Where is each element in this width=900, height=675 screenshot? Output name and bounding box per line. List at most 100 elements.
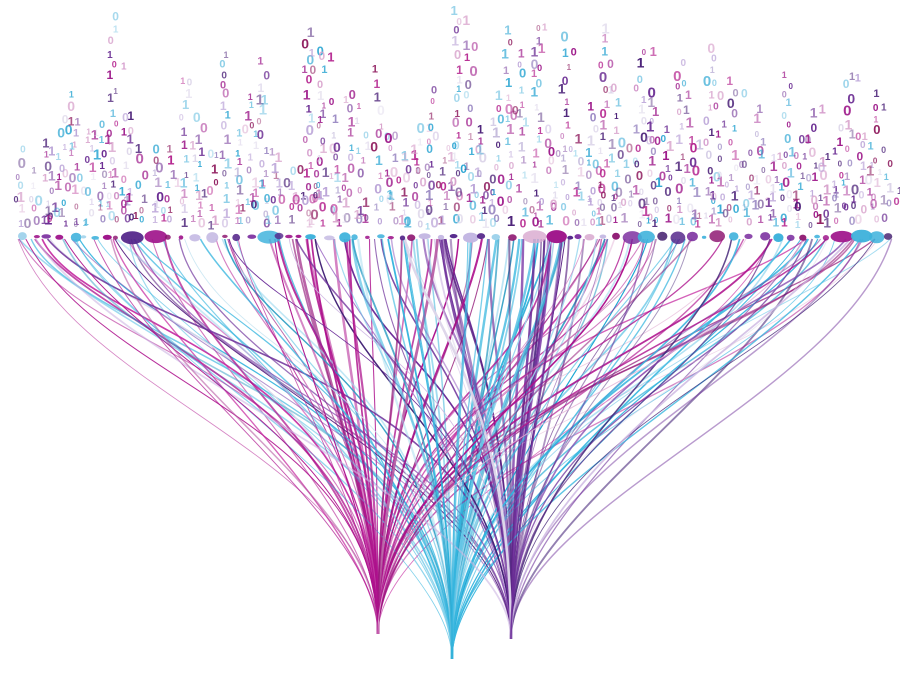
- binary-digit: 1: [518, 138, 526, 154]
- binary-digit: 1: [881, 103, 887, 114]
- binary-digit: 0: [565, 193, 570, 202]
- binary-digit: 1: [536, 36, 542, 48]
- binary-digit: 1: [152, 168, 157, 178]
- binary-digit: 0: [624, 171, 631, 186]
- binary-digit: 0: [436, 179, 442, 191]
- binary-digit: 1: [208, 218, 215, 232]
- binary-digit: 1: [198, 145, 205, 159]
- binary-digit: 0: [874, 214, 880, 225]
- binary-digit: 0: [633, 156, 639, 167]
- binary-digit: 1: [505, 75, 512, 90]
- binary-digit: 1: [337, 194, 343, 205]
- binary-digit: 0: [453, 138, 460, 152]
- binary-digit: 1: [552, 190, 558, 201]
- stream-curve: [377, 238, 805, 635]
- binary-digit: 1: [860, 159, 867, 173]
- binary-digit: 1: [695, 219, 701, 231]
- binary-digit: 0: [384, 130, 392, 147]
- binary-digit: 0: [788, 82, 793, 91]
- stream-curve: [377, 238, 403, 635]
- binary-digit: 1: [633, 122, 640, 137]
- binary-digit: 0: [309, 190, 317, 206]
- binary-digit: 0: [873, 103, 879, 114]
- binary-digit: 0: [467, 103, 473, 115]
- stream-curve: [276, 238, 380, 635]
- binary-digit: 1: [530, 83, 538, 99]
- binary-digit: 1: [225, 109, 231, 121]
- binary-digit: 1: [335, 185, 341, 196]
- binary-digit: 0: [307, 147, 313, 159]
- binary-digit: 1: [710, 65, 715, 75]
- binary-digit: 0: [306, 122, 314, 139]
- binary-digit: 1: [689, 176, 696, 190]
- binary-digit: 0: [411, 189, 418, 204]
- binary-digit: 1: [531, 44, 539, 60]
- binary-digit: 1: [810, 104, 818, 120]
- binary-digit: 0: [263, 69, 270, 83]
- stream-curve: [62, 238, 453, 660]
- binary-digit: 0: [320, 136, 326, 147]
- binary-digit: 0: [114, 120, 119, 129]
- binary-digit: 1: [604, 156, 611, 170]
- binary-digit: 0: [446, 144, 451, 153]
- binary-digit: 0: [845, 144, 850, 154]
- binary-digit: 1: [837, 135, 844, 149]
- binary-digit: 0: [139, 215, 144, 225]
- binary-digit: 0: [703, 114, 710, 128]
- binary-digit: 0: [741, 159, 747, 171]
- binary-digit: 0: [474, 190, 479, 200]
- binary-digit: 0: [722, 207, 729, 221]
- binary-digit: 1: [506, 93, 511, 103]
- binary-digit: 1: [348, 114, 356, 130]
- binary-digit: 1: [588, 196, 594, 208]
- binary-digit: 1: [867, 141, 873, 153]
- binary-digit: 1: [884, 172, 889, 182]
- binary-digit: 0: [887, 159, 893, 170]
- binary-digit: 0: [384, 131, 390, 143]
- binary-digit: 0: [99, 119, 105, 131]
- binary-digit: 1: [71, 181, 79, 197]
- binary-digit: 0: [259, 158, 265, 170]
- binary-digit: 0: [85, 155, 91, 166]
- node-dot: [41, 234, 51, 239]
- binary-digit: 1: [770, 206, 777, 220]
- binary-digit: 1: [257, 55, 263, 67]
- stream-curve: [510, 238, 546, 640]
- binary-digit: 1: [214, 151, 219, 160]
- binary-digit: 1: [601, 45, 608, 59]
- node-dot: [599, 234, 607, 239]
- binary-digit: 1: [258, 177, 265, 192]
- binary-digit: 0: [713, 169, 721, 185]
- node-dot: [257, 230, 281, 244]
- binary-digit: 1: [303, 87, 311, 103]
- binary-digit: 0: [428, 122, 434, 134]
- binary-digit: 1: [675, 158, 683, 174]
- binary-digit: 0: [206, 183, 213, 198]
- binary-digit: 1: [322, 164, 330, 180]
- stream-curve: [34, 238, 379, 635]
- binary-digit: 1: [886, 180, 894, 196]
- binary-digit: 1: [506, 121, 514, 138]
- binary-digit: 0: [490, 188, 495, 198]
- binary-digit: 0: [574, 218, 580, 229]
- binary-digit: 1: [107, 50, 113, 61]
- binary-digit: 1: [193, 170, 200, 184]
- binary-digit: 1: [479, 195, 485, 207]
- binary-digit: 0: [689, 154, 697, 170]
- binary-digit: 1: [42, 136, 49, 151]
- node-dot: [637, 230, 655, 244]
- node-dot: [522, 230, 547, 244]
- binary-digit: 0: [35, 193, 43, 210]
- binary-digit: 1: [792, 187, 800, 203]
- binary-digit: 1: [665, 211, 672, 226]
- binary-digit: 0: [425, 201, 433, 217]
- binary-digit: 1: [608, 136, 616, 153]
- binary-digit: 1: [302, 64, 308, 76]
- binary-digit: 0: [488, 201, 496, 218]
- binary-digit: 0: [453, 24, 459, 36]
- binary-digit: 1: [64, 220, 69, 229]
- binary-digit: 0: [402, 170, 410, 187]
- binary-digit: 0: [475, 143, 482, 157]
- binary-digit: 0: [430, 97, 435, 106]
- stream-curve: [451, 238, 523, 660]
